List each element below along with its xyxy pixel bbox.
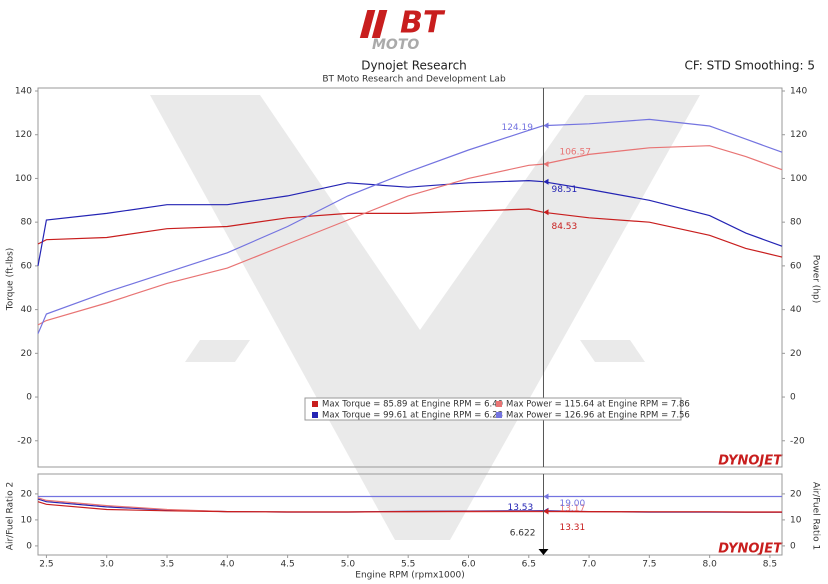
series-line (37, 145, 783, 326)
cursor-marker (543, 178, 549, 185)
x-tick-label: 3.0 (100, 560, 115, 570)
y-tick-label: 40 (21, 305, 33, 315)
plot-frame (37, 87, 783, 468)
y-tick-label: -20 (17, 436, 32, 446)
legend-swatch (496, 401, 502, 407)
cursor-marker (543, 122, 549, 129)
watermark (185, 340, 250, 362)
cursor-value-label: 84.53 (551, 222, 577, 232)
x-tick-label: 7.5 (642, 560, 656, 570)
y2-tick-label: 60 (790, 261, 802, 271)
y2-tick-label: 10 (790, 515, 802, 525)
y2-tick-label: 20 (790, 349, 802, 359)
legend-swatch (496, 412, 502, 418)
y-axis-title: Air/Fuel Ratio 2 (6, 482, 16, 550)
cursor-marker (543, 493, 549, 500)
y-axis-title: Torque (ft-lbs) (6, 248, 16, 312)
y-tick-label: 80 (21, 218, 33, 228)
x-tick-label: 4.5 (280, 560, 294, 570)
cursor-marker (543, 161, 549, 168)
series-line (37, 208, 783, 258)
y2-tick-label: 140 (790, 87, 807, 97)
cursor-value-label: 13.53 (507, 503, 533, 513)
legend-swatch (312, 401, 318, 407)
subtitle: BT Moto Research and Development Lab (322, 75, 506, 85)
legend-swatch (312, 412, 318, 418)
plot-frame (37, 473, 783, 556)
watermark (580, 340, 645, 362)
y2-tick-label: 0 (790, 541, 796, 551)
x-tick-label: 6.5 (522, 560, 536, 570)
cursor-value-label: 13.31 (559, 523, 585, 533)
y2-tick-label: 100 (790, 174, 807, 184)
y-tick-label: 60 (21, 261, 33, 271)
legend-label: Max Power = 115.64 at Engine RPM = 7.86 (506, 400, 690, 410)
cursor-value-label: 13.17 (559, 504, 585, 514)
x-tick-label: 8.5 (763, 560, 777, 570)
x-tick-label: 2.5 (39, 560, 53, 570)
series-line (37, 118, 783, 334)
legend-label: Max Power = 126.96 at Engine RPM = 7.56 (506, 411, 690, 421)
y-tick-label: 0 (26, 393, 32, 403)
legend-box (304, 397, 682, 421)
y2-axis-title: Power (hp) (811, 255, 821, 304)
y-tick-label: 20 (21, 489, 33, 499)
series-line (37, 501, 782, 513)
y2-tick-label: 40 (790, 305, 802, 315)
y-tick-label: 140 (15, 87, 32, 97)
settings: CF: STD Smoothing: 5 (684, 59, 815, 73)
y-tick-label: 10 (21, 515, 33, 525)
cursor-x-label: 6.622 (510, 529, 536, 539)
x-tick-label: 3.5 (160, 560, 174, 570)
logo-bar (359, 10, 376, 38)
x-tick-label: 6.0 (461, 560, 476, 570)
cursor-value-label: 19.00 (559, 499, 585, 509)
y2-tick-label: 20 (790, 489, 802, 499)
y-tick-label: 120 (15, 130, 32, 140)
y-tick-label: 100 (15, 174, 32, 184)
series-line (37, 179, 783, 267)
cursor-value-label: 106.57 (559, 148, 591, 158)
y-tick-label: 0 (26, 541, 32, 551)
legend-label: Max Torque = 85.89 at Engine RPM = 6.40 (322, 400, 503, 410)
y-tick-label: 20 (21, 349, 33, 359)
cursor-x-arrow (538, 549, 549, 555)
cursor-value-label: 98.51 (551, 185, 577, 195)
logo-main: BT (400, 6, 446, 41)
x-tick-label: 5.0 (341, 560, 356, 570)
y2-tick-label: 80 (790, 218, 802, 228)
y2-axis-title: Air/Fuel Ratio 1 (811, 482, 821, 550)
x-tick-label: 5.5 (401, 560, 415, 570)
watermark (150, 95, 700, 540)
brand-logo: DYNOJET (718, 454, 783, 469)
y2-tick-label: 0 (790, 393, 796, 403)
title: Dynojet Research (361, 59, 467, 73)
x-tick-label: 7.0 (582, 560, 597, 570)
cursor-value-label: 124.19 (501, 123, 533, 133)
x-tick-label: 8.0 (702, 560, 717, 570)
cursor-marker (543, 209, 549, 216)
logo-sub: MOTO (372, 37, 419, 53)
y2-tick-label: -20 (790, 436, 805, 446)
brand-logo: DYNOJET (718, 542, 783, 557)
y2-tick-label: 120 (790, 130, 807, 140)
x-axis-title: Engine RPM (rpmx1000) (355, 571, 464, 581)
logo-bar (371, 10, 388, 38)
x-tick-label: 4.0 (220, 560, 235, 570)
legend-label: Max Torque = 99.61 at Engine RPM = 6.23 (322, 411, 503, 421)
cursor-marker (543, 508, 549, 515)
